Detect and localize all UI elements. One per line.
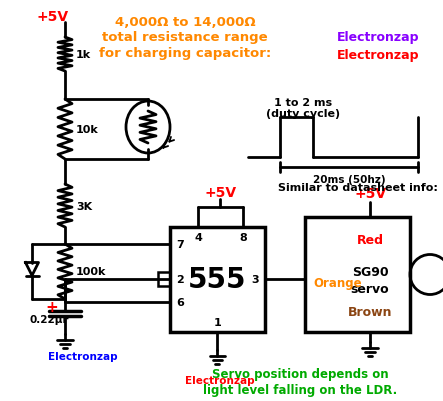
Text: 555: 555	[188, 266, 247, 294]
Text: +5V: +5V	[37, 10, 69, 24]
Text: 1: 1	[214, 317, 222, 327]
Text: SG90: SG90	[352, 265, 389, 278]
Text: 3K: 3K	[76, 201, 92, 211]
Text: light level falling on the LDR.: light level falling on the LDR.	[203, 383, 397, 397]
Text: 10k: 10k	[76, 125, 99, 135]
Bar	[158, 272, 170, 286]
Text: 4,000Ω to 14,000Ω: 4,000Ω to 14,000Ω	[115, 16, 255, 28]
Text: +5V: +5V	[354, 186, 386, 200]
Text: +5V: +5V	[204, 186, 237, 200]
Text: +: +	[46, 300, 58, 315]
Text: 20ms (50hz): 20ms (50hz)	[313, 174, 385, 184]
Text: 1 to 2 ms: 1 to 2 ms	[274, 98, 332, 108]
Text: total resistance range: total resistance range	[102, 31, 268, 45]
Text: (duty cycle): (duty cycle)	[266, 109, 340, 119]
Text: 1k: 1k	[76, 50, 91, 60]
Text: 0.22µF: 0.22µF	[29, 314, 70, 324]
Bar	[170, 227, 265, 332]
Text: Red: Red	[357, 234, 384, 247]
Text: Similar to datasheet info:: Similar to datasheet info:	[278, 182, 438, 192]
Text: Brown: Brown	[348, 305, 392, 318]
Text: for charging capacitor:: for charging capacitor:	[99, 47, 271, 60]
Text: servo: servo	[351, 282, 389, 295]
Text: 6: 6	[176, 297, 184, 307]
Text: 7: 7	[176, 239, 184, 249]
Text: 8: 8	[239, 233, 247, 242]
Bar	[305, 217, 410, 332]
Text: 3: 3	[251, 274, 259, 284]
Text: Electronzap: Electronzap	[337, 49, 419, 61]
Text: 2: 2	[176, 274, 184, 284]
Text: Orange: Orange	[313, 276, 361, 290]
Text: Electronzap: Electronzap	[185, 375, 254, 385]
Text: Electronzap: Electronzap	[337, 31, 419, 45]
Text: Electronzap: Electronzap	[48, 351, 118, 361]
Text: 100k: 100k	[76, 267, 106, 277]
Text: Servo position depends on: Servo position depends on	[212, 368, 389, 381]
Text: 4: 4	[194, 233, 202, 242]
